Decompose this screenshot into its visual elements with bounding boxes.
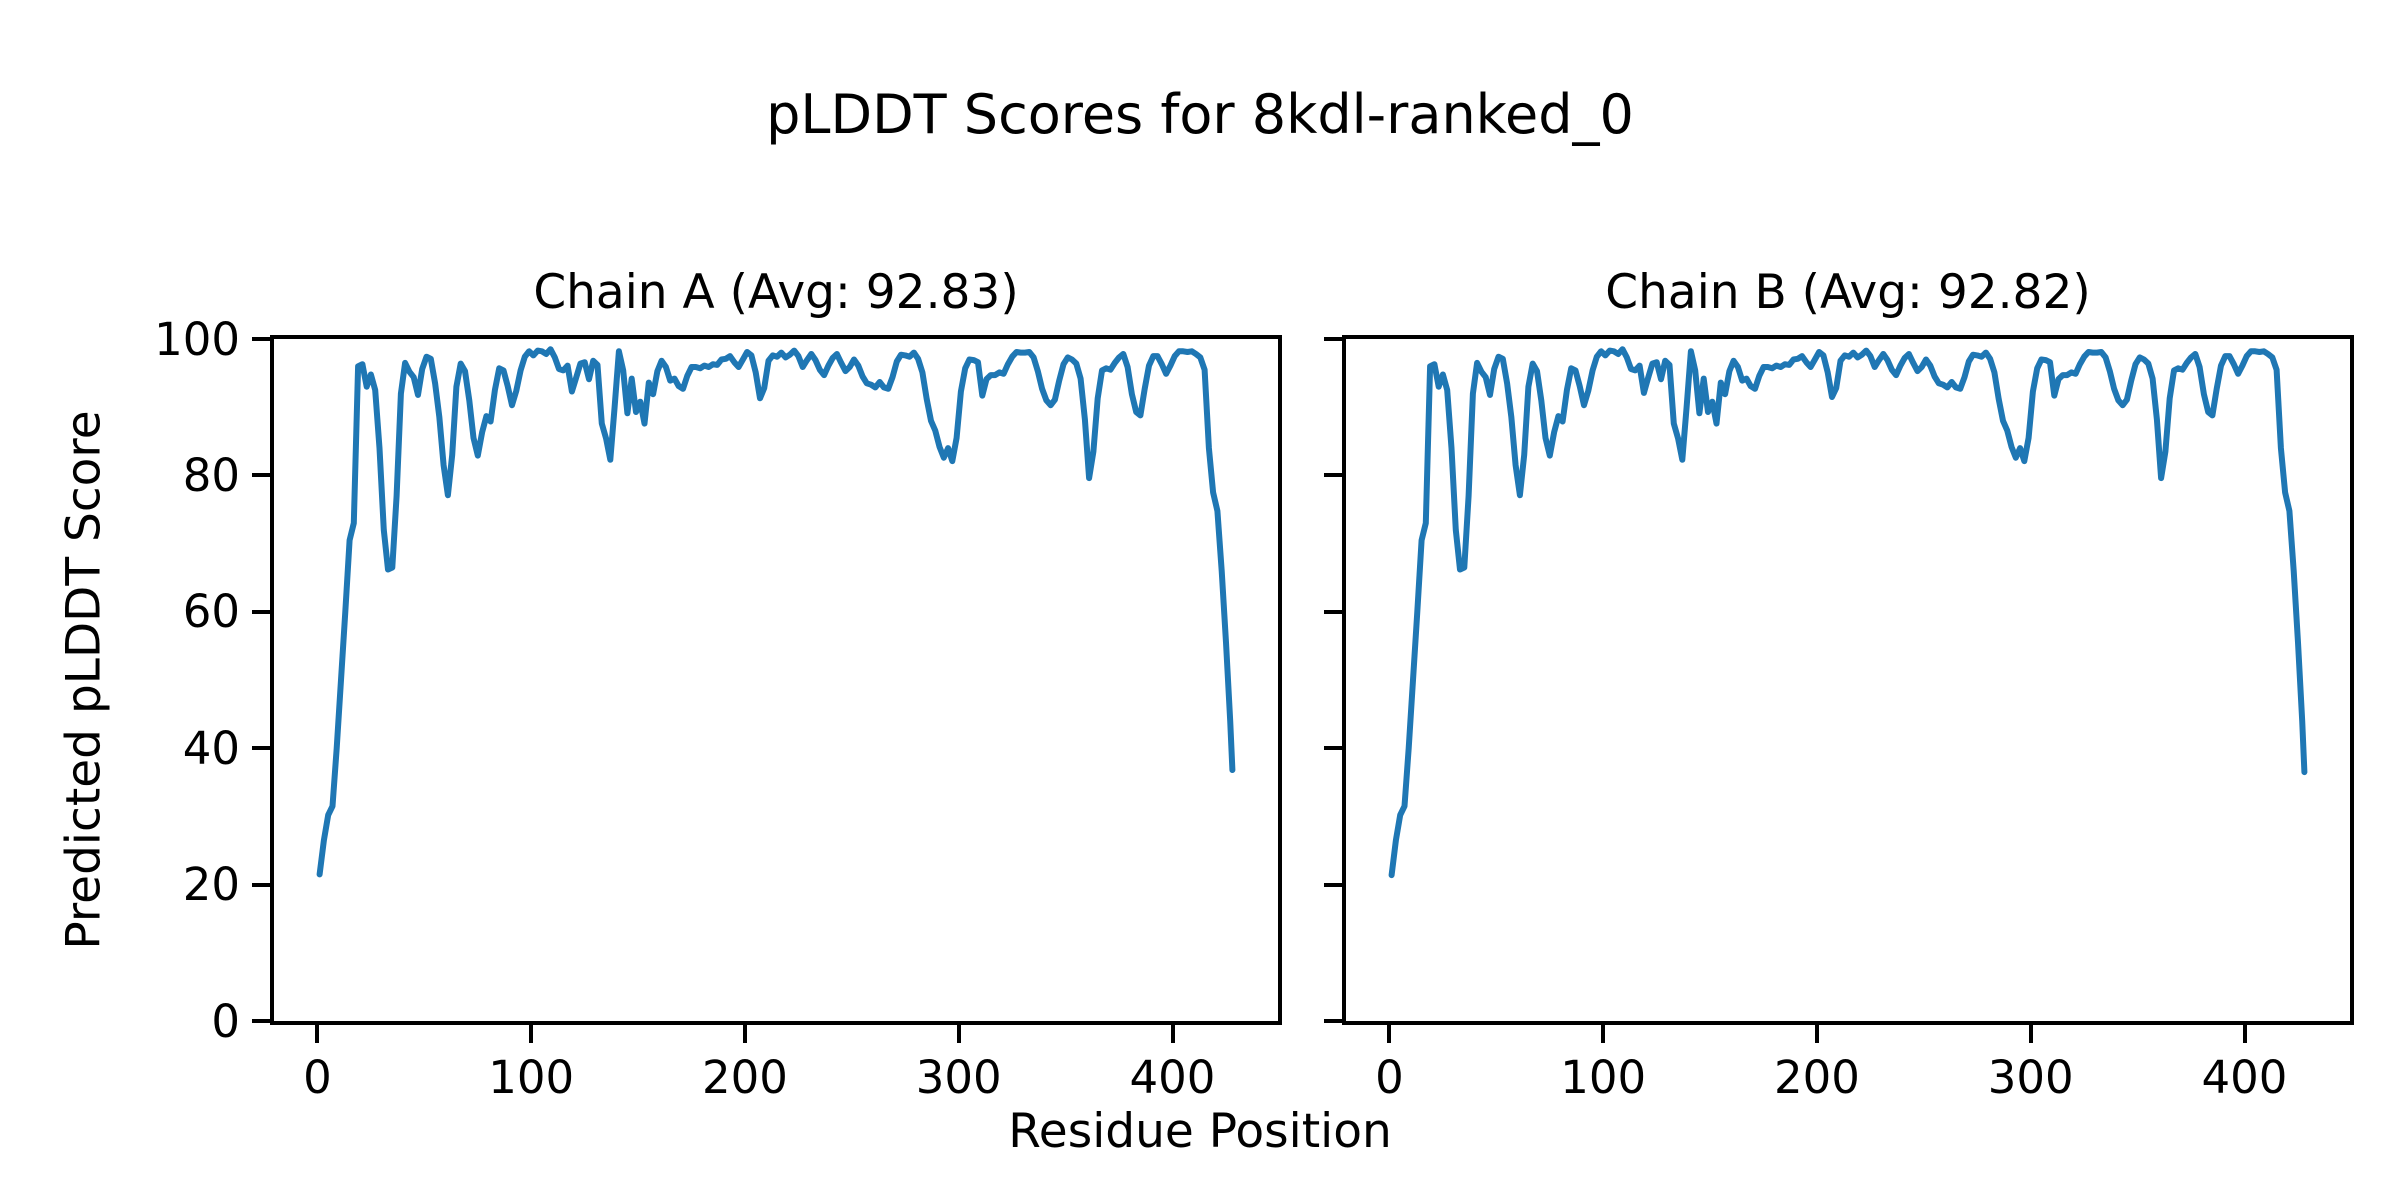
y-tick-mark (252, 337, 270, 341)
y-tick-mark (252, 609, 270, 614)
x-tick-label: 100 (1560, 1051, 1647, 1104)
y-tick-mark (252, 473, 270, 478)
plddt-series-chain-b (1388, 346, 2308, 879)
y-tick-mark (1324, 337, 1342, 341)
plddt-series-chain-a (316, 346, 1236, 878)
x-tick-mark (529, 1025, 534, 1043)
x-tick-label: 300 (1987, 1051, 2074, 1104)
x-axis-label: Residue Position (1008, 1104, 1392, 1159)
subplot-chain-a: Chain A (Avg: 92.83) 0 100 200 300 400 0 20 40 6… (154, 267, 1282, 1100)
y-tick-mark (1324, 882, 1342, 887)
x-tick-mark (743, 1025, 747, 1043)
x-tick-label: 0 (1375, 1051, 1404, 1104)
y-tick-mark (1324, 609, 1342, 614)
plddt-line-chain-b (1388, 346, 2308, 879)
y-tick-mark (252, 882, 270, 887)
x-tick-label: 200 (702, 1051, 788, 1104)
x-tick-label: 0 (303, 1051, 332, 1104)
x-tick-mark (956, 1025, 961, 1043)
y-tick-mark (1324, 746, 1342, 751)
y-tick-mark (1324, 473, 1342, 478)
subplot-chain-a-title: Chain A (Avg: 92.83) (533, 265, 1019, 321)
plddt-line-chain-a (316, 346, 1236, 878)
x-tick-mark (315, 1025, 320, 1043)
y-tick-mark (252, 1019, 270, 1023)
figure-title: pLDDT Scores for 8kdl-ranked_0 (766, 83, 1634, 146)
y-tick-label: 60 (182, 585, 240, 639)
x-tick-label: 400 (2201, 1051, 2288, 1104)
x-tick-mark (1170, 1025, 1175, 1043)
x-tick-mark (2028, 1025, 2033, 1043)
y-tick-mark (252, 746, 270, 751)
x-tick-mark (2242, 1025, 2247, 1043)
x-tick-label: 100 (488, 1051, 575, 1104)
y-tick-label: 20 (182, 858, 240, 912)
x-tick-mark (1815, 1025, 1819, 1043)
x-tick-mark (1601, 1025, 1606, 1043)
y-tick-label: 40 (182, 721, 240, 775)
subplot-chain-b: Chain B (Avg: 92.82) 0 100 200 300 400 (1324, 267, 2354, 1100)
y-tick-mark (1324, 1019, 1342, 1023)
y-tick-label: 0 (211, 994, 240, 1048)
x-tick-mark (1387, 1025, 1392, 1043)
x-tick-label: 200 (1774, 1051, 1860, 1104)
y-tick-label: 80 (182, 448, 240, 502)
plot-area-chain-a: 0 100 200 300 400 0 20 40 60 80 100 (154, 317, 1282, 1100)
y-tick-label: 100 (154, 312, 240, 366)
plot-area-chain-b: 0 100 200 300 400 (1324, 335, 2354, 1100)
x-tick-label: 400 (1129, 1051, 1216, 1104)
subplot-chain-b-title: Chain B (Avg: 92.82) (1605, 265, 2091, 321)
x-tick-label: 300 (915, 1051, 1002, 1104)
